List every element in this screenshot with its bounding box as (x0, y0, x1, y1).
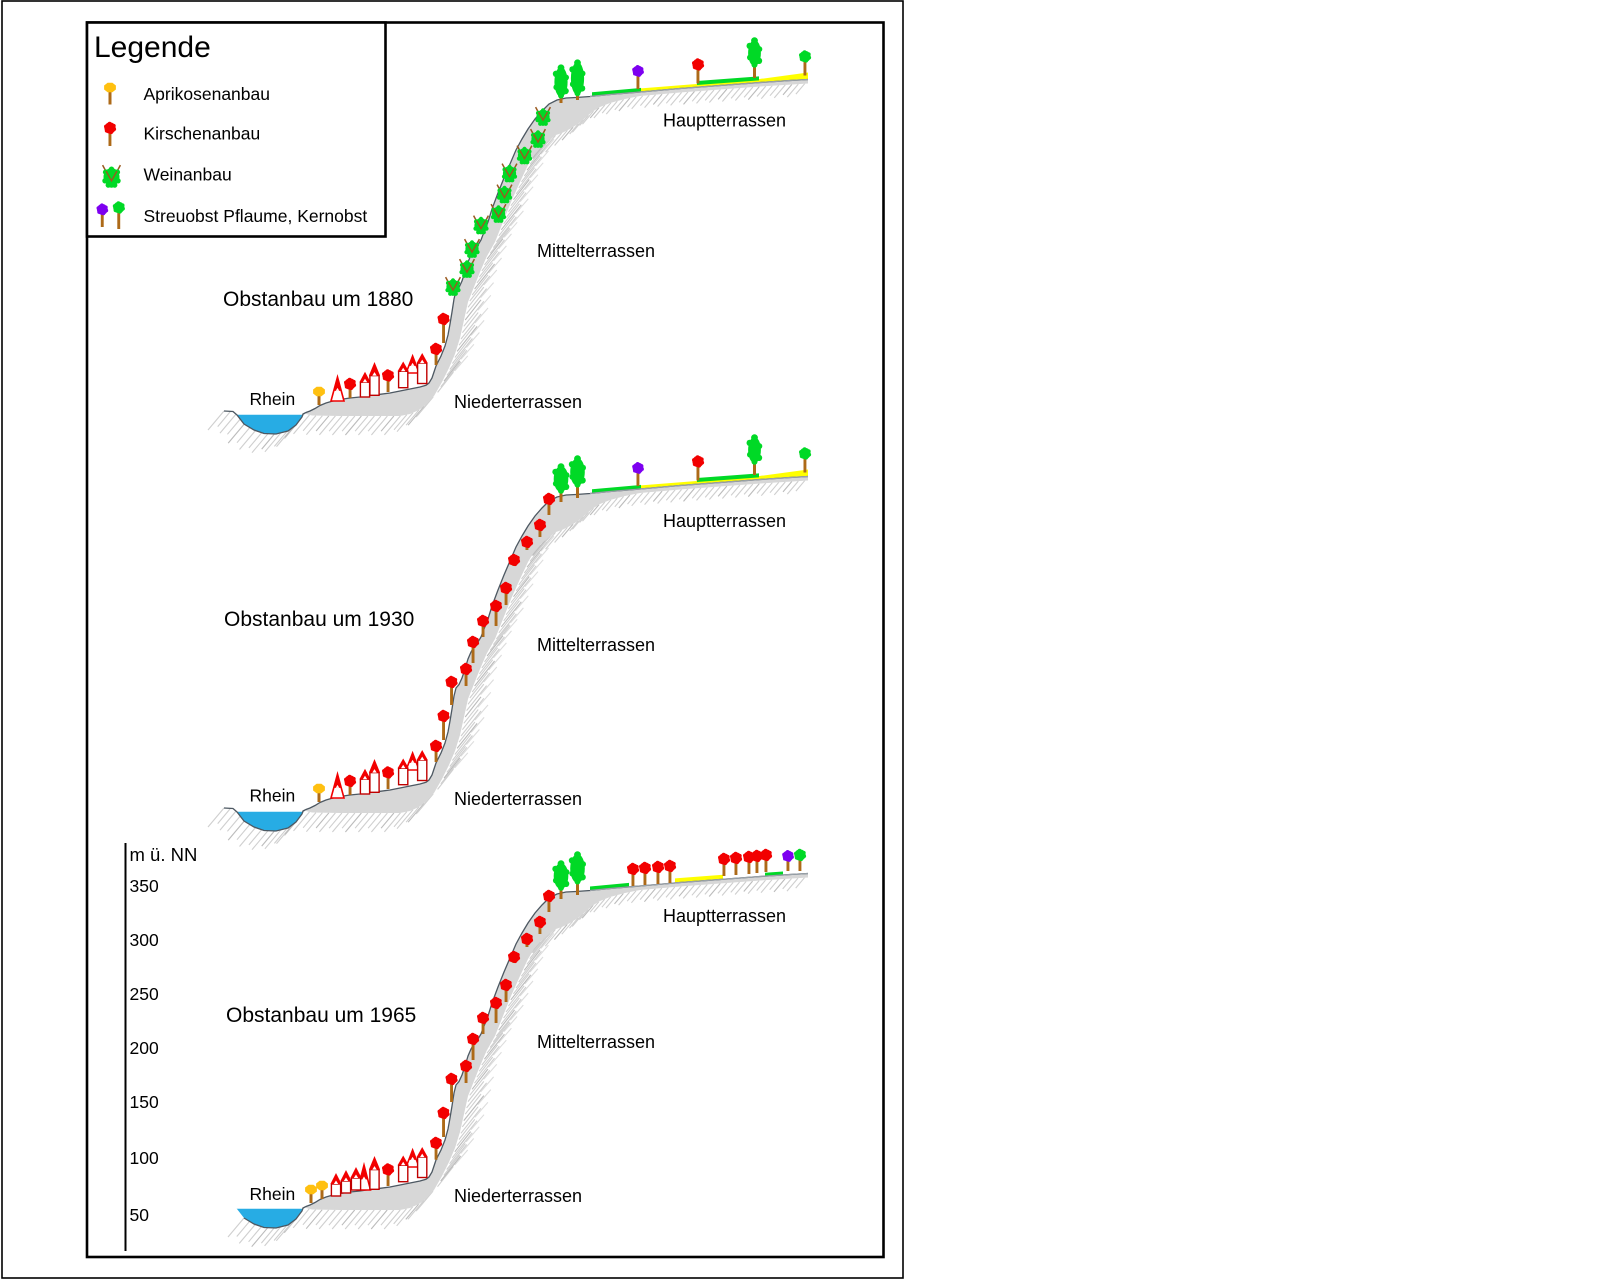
svg-text:Aprikosenanbau: Aprikosenanbau (144, 84, 270, 104)
svg-text:Streuobst Pflaume, Kernobst: Streuobst Pflaume, Kernobst (144, 206, 368, 226)
svg-text:Niederterrassen: Niederterrassen (454, 1186, 582, 1206)
svg-text:Rhein: Rhein (250, 1184, 296, 1204)
svg-text:Obstanbau um 1930: Obstanbau um 1930 (224, 608, 414, 631)
svg-text:250: 250 (130, 984, 159, 1004)
svg-text:100: 100 (130, 1148, 159, 1168)
svg-text:Kirschenanbau: Kirschenanbau (144, 124, 261, 144)
svg-text:m ü. NN: m ü. NN (130, 844, 198, 865)
svg-text:Mittelterrassen: Mittelterrassen (537, 241, 655, 261)
svg-text:300: 300 (130, 930, 159, 950)
svg-text:Mittelterrassen: Mittelterrassen (537, 1032, 655, 1052)
svg-text:Niederterrassen: Niederterrassen (454, 789, 582, 809)
svg-text:150: 150 (130, 1092, 159, 1112)
svg-text:Weinanbau: Weinanbau (144, 165, 232, 185)
svg-text:Hauptterrassen: Hauptterrassen (663, 511, 786, 531)
svg-text:350: 350 (130, 876, 159, 896)
svg-text:Obstanbau um 1965: Obstanbau um 1965 (226, 1004, 416, 1027)
svg-text:Rhein: Rhein (250, 389, 296, 409)
svg-text:Hauptterrassen: Hauptterrassen (663, 111, 786, 131)
svg-text:Legende: Legende (94, 31, 211, 64)
svg-text:50: 50 (130, 1205, 150, 1225)
svg-text:Hauptterrassen: Hauptterrassen (663, 906, 786, 926)
svg-text:Obstanbau um 1880: Obstanbau um 1880 (223, 288, 413, 311)
svg-text:Niederterrassen: Niederterrassen (454, 392, 582, 412)
svg-text:Mittelterrassen: Mittelterrassen (537, 635, 655, 655)
svg-text:Rhein: Rhein (250, 786, 296, 806)
svg-text:200: 200 (130, 1038, 159, 1058)
